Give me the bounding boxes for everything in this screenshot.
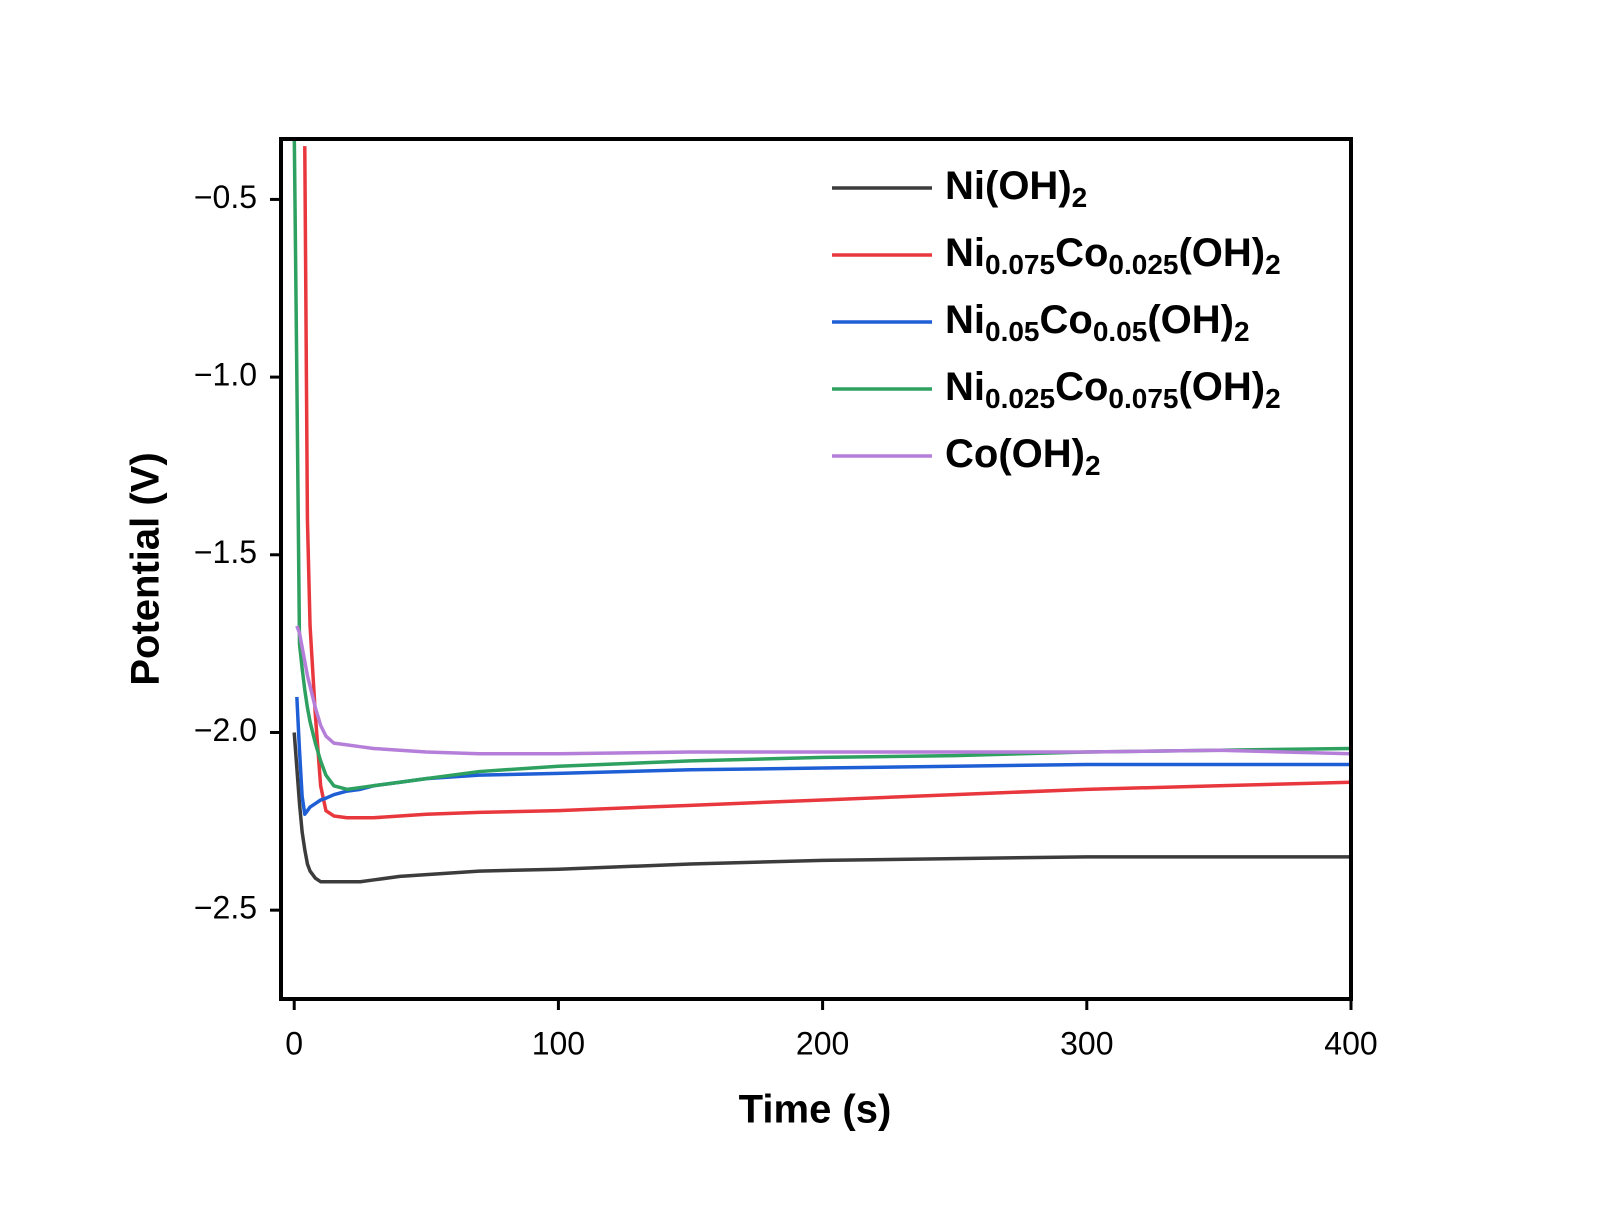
- legend-text-part: (OH): [1147, 298, 1234, 342]
- legend-label: Ni0.075Co0.025(OH)2: [945, 231, 1281, 281]
- legend-label: Ni0.05Co0.05(OH)2: [945, 298, 1250, 348]
- legend-text-part: (OH): [1178, 365, 1265, 409]
- legend-text-part: (OH): [1178, 231, 1265, 275]
- legend-subscript: 0.05: [1093, 316, 1148, 347]
- legend-text-part: Co: [1055, 365, 1108, 409]
- x-tick-label: 200: [796, 1025, 849, 1061]
- y-tick-label: −2.0: [194, 712, 257, 748]
- legend-text-part: Ni: [945, 298, 985, 342]
- y-tick-label: −0.5: [194, 179, 257, 215]
- x-axis-title: Time (s): [739, 1088, 892, 1132]
- series-line: [295, 625, 1351, 756]
- x-tick-label: 300: [1060, 1025, 1113, 1061]
- plot-frame: [279, 137, 1353, 1001]
- y-tick-label: −1.0: [194, 357, 257, 393]
- legend-text-part: Co: [1040, 298, 1093, 342]
- legend-label: Ni(OH)2: [945, 164, 1087, 214]
- legend-label: Ni0.025Co0.075(OH)2: [945, 365, 1281, 415]
- y-tick-label: −2.5: [194, 890, 257, 926]
- legend-subscript: 2: [1085, 450, 1101, 481]
- legend-subscript: 2: [1265, 383, 1281, 414]
- legend-subscript: 0.075: [985, 249, 1055, 280]
- series-line: [303, 146, 1351, 820]
- legend-text-part: Co(OH): [945, 432, 1085, 476]
- series-line: [292, 732, 1351, 884]
- legend-text-part: Co: [1055, 231, 1108, 275]
- series-line: [295, 696, 1351, 816]
- legend-subscript: 0.025: [985, 383, 1055, 414]
- legend-label: Co(OH)2: [945, 432, 1101, 482]
- y-tick-label: −1.5: [194, 534, 257, 570]
- legend-subscript: 0.05: [985, 316, 1040, 347]
- y-axis-title: Potential (V): [124, 452, 168, 685]
- x-tick-label: 100: [532, 1025, 585, 1061]
- legend-subscript: 2: [1072, 182, 1088, 213]
- legend-subscript: 0.075: [1108, 383, 1178, 414]
- legend-text-part: Ni: [945, 231, 985, 275]
- legend-subscript: 2: [1234, 316, 1250, 347]
- legend-subscript: 0.025: [1108, 249, 1178, 280]
- series-line: [292, 139, 1351, 792]
- plot-area: [292, 139, 1351, 884]
- legend-text-part: Ni: [945, 365, 985, 409]
- x-tick-label: 400: [1324, 1025, 1377, 1061]
- x-tick-label: 0: [285, 1025, 303, 1061]
- legend-subscript: 2: [1265, 249, 1281, 280]
- legend-text-part: Ni(OH): [945, 164, 1072, 208]
